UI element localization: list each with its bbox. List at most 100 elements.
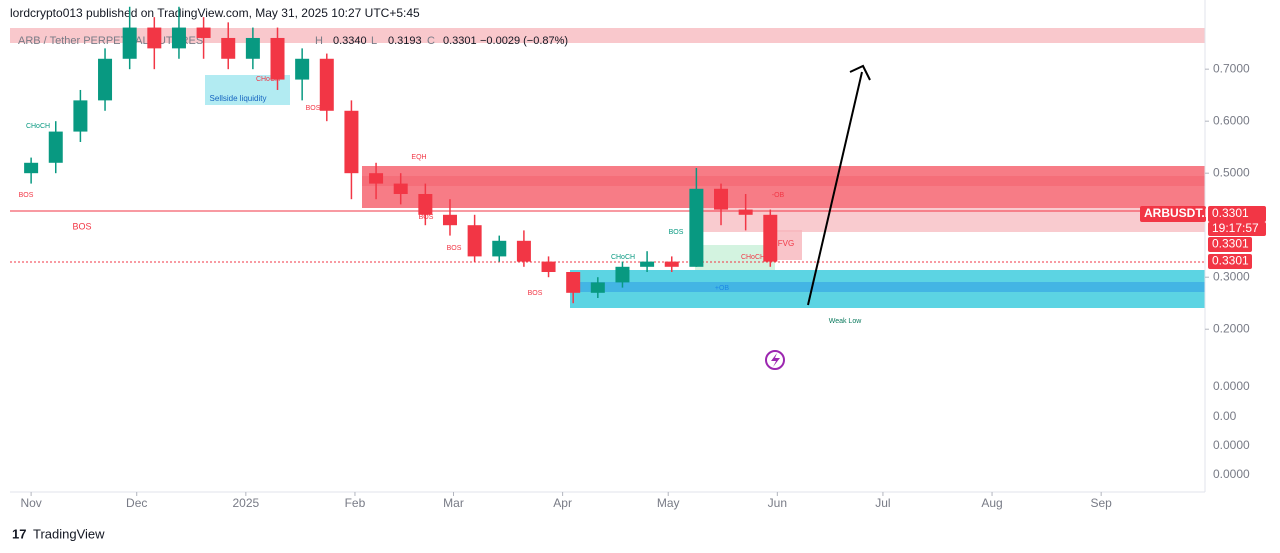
annotation: Weak Low (829, 318, 862, 325)
candle-body (48, 131, 63, 163)
candle-body (442, 214, 457, 226)
annotation: FVG (778, 239, 794, 248)
annotation: EQH (411, 154, 426, 161)
annotation: CHoCH (26, 123, 50, 130)
x-tick-label: Jul (875, 496, 890, 510)
candle-body (467, 225, 482, 257)
price-tag: 0.3301 (1212, 206, 1249, 220)
price-tag-bg (1208, 206, 1266, 222)
candle-body (319, 58, 334, 111)
candle-body (714, 188, 729, 210)
candle-body (73, 100, 88, 132)
legend-text: H (315, 35, 323, 47)
annotation: CHoCH (611, 254, 635, 261)
annotation: BOS (306, 105, 321, 112)
candle-body (24, 162, 39, 174)
candle-body (516, 240, 531, 262)
x-tick-label: Feb (345, 496, 366, 510)
candle-body (147, 27, 162, 49)
zone (700, 208, 1205, 232)
y-scale-label: 0.0000 (1213, 467, 1250, 481)
legend-text: 0.3301 (443, 35, 477, 47)
annotation: BOS (528, 290, 543, 297)
x-tick-label: Mar (443, 496, 464, 510)
annotation: BOS (447, 245, 462, 252)
zone (362, 176, 1205, 186)
candle-body (738, 209, 753, 215)
candle-body (245, 37, 260, 59)
candle-body (615, 266, 630, 283)
legend-text: C (427, 35, 435, 47)
candle-body (689, 188, 704, 267)
price-tag-bg (1140, 206, 1206, 222)
candle-body (590, 282, 605, 293)
annotation: CHoCH (256, 76, 280, 83)
annotation: Sellside liquidity (210, 94, 267, 103)
candle-body (344, 110, 359, 174)
candle-body (171, 27, 186, 49)
candle-body (418, 193, 433, 215)
price-tag: 19:17:57 (1212, 221, 1259, 235)
y-tick-label: 0.5000 (1213, 165, 1250, 179)
publisher: lordcrypto013 published on TradingView.c… (10, 6, 420, 20)
price-tag-bg (1208, 254, 1252, 269)
price-tag: 0.3301 (1212, 237, 1249, 251)
arrow (807, 71, 863, 306)
price-tag-bg (1208, 237, 1252, 252)
candle-body (492, 240, 507, 257)
y-tick-label: 0.2000 (1213, 321, 1250, 335)
x-tick-label: Sep (1090, 496, 1112, 510)
candle-body (295, 58, 310, 80)
x-tick-label: Nov (20, 496, 41, 510)
candle-body (221, 37, 236, 59)
annotation: BOS (19, 192, 34, 199)
x-tick-label: May (657, 496, 680, 510)
y-scale-label: 0.00 (1213, 409, 1237, 423)
zone (570, 270, 1205, 308)
x-tick-label: Aug (981, 496, 1002, 510)
annotation: BOS (669, 229, 684, 236)
zone (570, 282, 1205, 292)
candle-body (763, 214, 778, 262)
x-tick-label: Apr (553, 496, 572, 510)
x-tick-label: Jun (768, 496, 787, 510)
zone (695, 245, 775, 270)
candle-body (393, 183, 408, 194)
y-tick-label: 0.6000 (1213, 113, 1250, 127)
candle-body (664, 261, 679, 267)
annotation: BOS (72, 221, 91, 231)
zone (10, 28, 1205, 43)
candle-body (640, 261, 655, 267)
price-tag-bg (1208, 222, 1266, 236)
candle-body (566, 272, 581, 293)
x-tick-label: 2025 (232, 496, 259, 510)
annotation: CHoCH (741, 254, 765, 261)
candle-body (541, 261, 556, 273)
y-scale-label: 0.0000 (1213, 379, 1250, 393)
zone (205, 75, 290, 105)
legend-text: 0.3193 (388, 35, 422, 47)
candle-body (369, 173, 384, 184)
annotation: BOS (419, 214, 434, 221)
y-tick-label: 0.7000 (1213, 61, 1250, 75)
icon[interactable] (765, 350, 785, 370)
candle-body (122, 27, 137, 59)
candle-body (270, 37, 285, 80)
x-tick-label: Dec (126, 496, 147, 510)
annotation: +OB (715, 285, 730, 292)
zone (362, 166, 1205, 208)
arrow-head (849, 64, 871, 81)
y-scale-label: 0.0000 (1213, 438, 1250, 452)
legend-text: 0.3340 (333, 35, 367, 47)
legend-text: L (371, 35, 377, 47)
annotation: -OB (772, 192, 785, 199)
y-tick-label: 0.3000 (1213, 269, 1250, 283)
plot (24, 6, 778, 304)
candle-body (196, 27, 211, 38)
price-tag: 0.3301 (1212, 254, 1249, 268)
legend-text: −0.0029 (−0.87%) (480, 35, 568, 47)
icon (771, 353, 780, 367)
brand: TradingView (33, 526, 105, 541)
logo-mark: 17 (12, 526, 26, 541)
